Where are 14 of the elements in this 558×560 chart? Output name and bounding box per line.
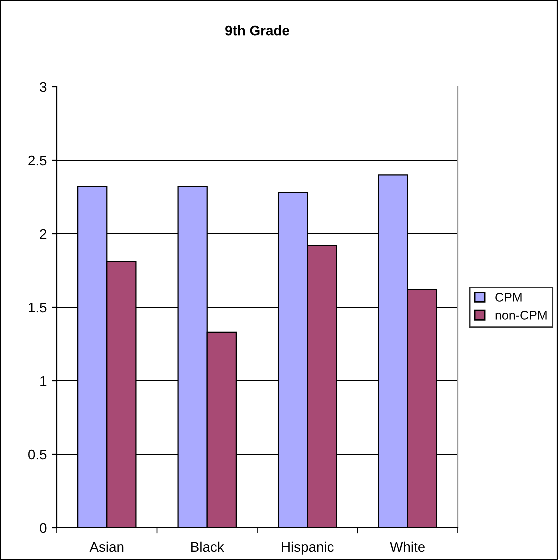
y-tick-label: 1.5 — [29, 302, 47, 313]
chart-title: 9th Grade — [226, 26, 290, 36]
y-tick-label: 2 — [40, 229, 47, 240]
y-tick-label: 0.5 — [28, 450, 47, 460]
x-tick-label: Hispanic — [282, 542, 334, 555]
legend-label: CPM — [496, 293, 522, 302]
x-tick-label: Black — [192, 542, 224, 552]
y-tick-label: 3 — [40, 82, 47, 92]
y-tick-label: 0 — [40, 523, 47, 534]
x-tick-label: Asian — [90, 542, 124, 552]
x-tick-label: White — [390, 542, 426, 552]
legend-label: non-CPM — [496, 311, 547, 320]
y-tick-label: 2.5 — [28, 156, 47, 166]
y-tick-label: 1 — [40, 376, 47, 386]
